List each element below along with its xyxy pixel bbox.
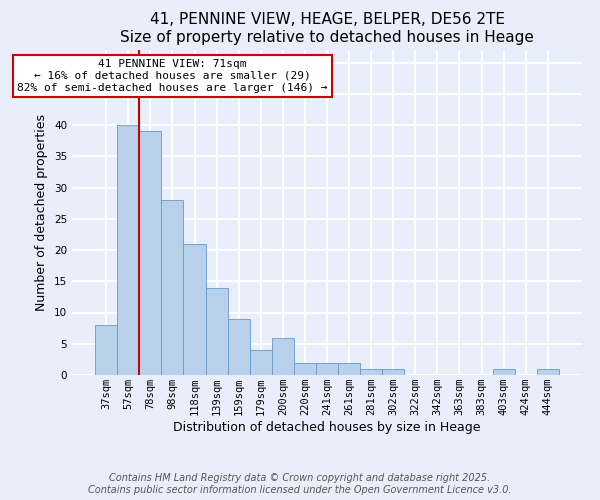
Bar xyxy=(382,369,404,375)
Bar xyxy=(537,369,559,375)
Text: 41 PENNINE VIEW: 71sqm
← 16% of detached houses are smaller (29)
82% of semi-det: 41 PENNINE VIEW: 71sqm ← 16% of detached… xyxy=(17,60,328,92)
Bar xyxy=(493,369,515,375)
Bar xyxy=(161,200,184,375)
Bar xyxy=(316,362,338,375)
Bar xyxy=(139,131,161,375)
Bar xyxy=(184,244,206,375)
Bar xyxy=(294,362,316,375)
Bar xyxy=(117,125,139,375)
Title: 41, PENNINE VIEW, HEAGE, BELPER, DE56 2TE
Size of property relative to detached : 41, PENNINE VIEW, HEAGE, BELPER, DE56 2T… xyxy=(120,12,534,44)
Text: Contains HM Land Registry data © Crown copyright and database right 2025.
Contai: Contains HM Land Registry data © Crown c… xyxy=(88,474,512,495)
Bar xyxy=(272,338,294,375)
Y-axis label: Number of detached properties: Number of detached properties xyxy=(35,114,49,311)
Bar xyxy=(206,288,227,375)
Bar xyxy=(250,350,272,375)
Bar xyxy=(227,319,250,375)
Bar xyxy=(338,362,360,375)
Bar xyxy=(95,325,117,375)
X-axis label: Distribution of detached houses by size in Heage: Distribution of detached houses by size … xyxy=(173,421,481,434)
Bar xyxy=(360,369,382,375)
